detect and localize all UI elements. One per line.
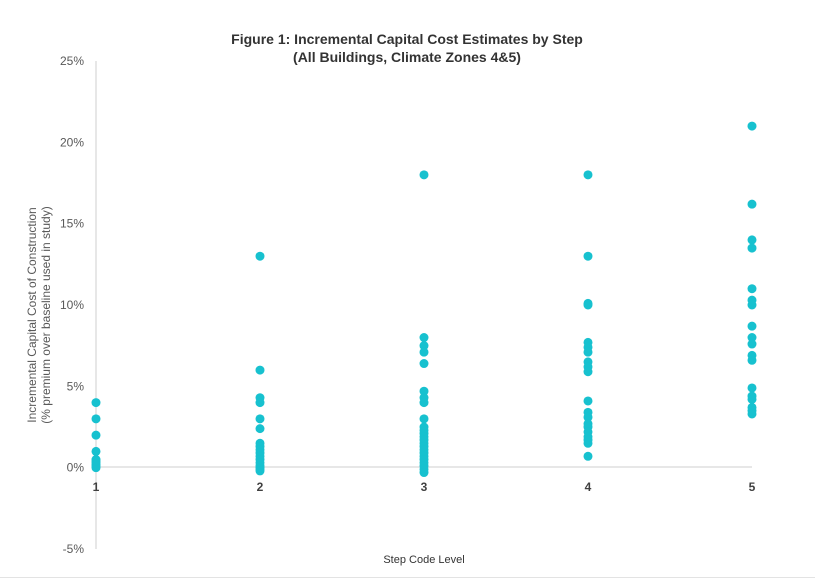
- y-axis-label-line1: Incremental Capital Cost of Construction: [25, 207, 39, 422]
- data-point: [255, 365, 265, 375]
- data-point: [747, 284, 757, 294]
- data-point: [419, 347, 429, 357]
- data-point: [583, 396, 593, 406]
- data-point: [747, 199, 757, 209]
- data-point: [747, 409, 757, 419]
- y-tick-labels: 25% 20% 15% 10% 5% 0% -5%: [60, 54, 84, 556]
- y-tick-label: 0%: [67, 461, 85, 475]
- data-point: [747, 355, 757, 365]
- data-point: [747, 300, 757, 310]
- data-points: [91, 121, 757, 478]
- data-point: [419, 386, 429, 396]
- data-point: [583, 451, 593, 461]
- data-point: [255, 424, 265, 434]
- x-axis-label: Step Code Level: [383, 554, 464, 566]
- data-point: [583, 367, 593, 377]
- x-tick-label: 1: [93, 480, 100, 494]
- data-point: [91, 446, 101, 456]
- data-point: [91, 430, 101, 440]
- x-tick-label: 4: [585, 480, 592, 494]
- data-point: [419, 170, 429, 180]
- y-tick-label: 25%: [60, 54, 84, 68]
- data-point: [91, 398, 101, 408]
- y-tick-label: 20%: [60, 135, 84, 149]
- data-point: [583, 251, 593, 261]
- data-point: [747, 383, 757, 393]
- data-point: [419, 414, 429, 424]
- data-point: [747, 394, 757, 404]
- data-point: [419, 341, 429, 351]
- x-tick-labels: 1 2 3 4 5: [93, 480, 756, 494]
- chart-title-line1: Figure 1: Incremental Capital Cost Estim…: [231, 31, 583, 47]
- data-point: [419, 398, 429, 408]
- data-point: [747, 235, 757, 245]
- bottom-divider: [0, 577, 815, 578]
- data-point: [255, 398, 265, 408]
- data-point: [583, 412, 593, 422]
- data-point: [91, 456, 101, 466]
- data-point: [91, 414, 101, 424]
- data-point: [255, 414, 265, 424]
- data-point: [255, 251, 265, 261]
- data-point: [747, 243, 757, 253]
- data-point: [747, 321, 757, 331]
- data-point: [419, 333, 429, 343]
- y-tick-label: -5%: [63, 542, 85, 556]
- data-point: [747, 339, 757, 349]
- data-point: [419, 468, 429, 478]
- data-point: [583, 347, 593, 357]
- y-axis-label-line2: (% premium over baseline used in study): [39, 206, 53, 423]
- y-tick-label: 10%: [60, 298, 84, 312]
- data-point: [747, 121, 757, 131]
- data-point: [419, 359, 429, 369]
- x-tick-label: 3: [421, 480, 428, 494]
- data-point: [583, 438, 593, 448]
- data-point: [747, 333, 757, 343]
- x-tick-label: 2: [257, 480, 264, 494]
- data-point: [583, 300, 593, 310]
- y-tick-label: 5%: [67, 379, 85, 393]
- data-point: [255, 466, 265, 476]
- data-point: [583, 170, 593, 180]
- x-tick-label: 5: [749, 480, 756, 494]
- chart-title-line2: (All Buildings, Climate Zones 4&5): [293, 49, 521, 65]
- y-tick-label: 15%: [60, 217, 84, 231]
